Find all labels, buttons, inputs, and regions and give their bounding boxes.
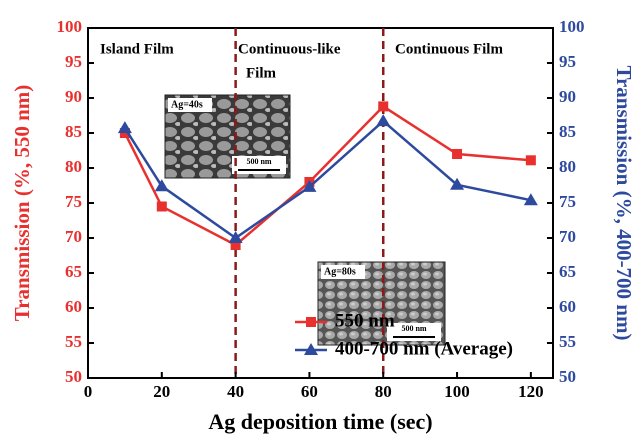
data-point bbox=[376, 114, 391, 127]
y2-tick-label: 100 bbox=[559, 17, 585, 36]
x-tick-label: 60 bbox=[301, 382, 318, 401]
y2-tick-label: 65 bbox=[559, 262, 576, 281]
region-label: Continuous Film bbox=[395, 41, 503, 57]
legend-label: 550 nm bbox=[335, 310, 395, 331]
region-label: Film bbox=[246, 65, 276, 81]
y2-tick-label: 85 bbox=[559, 122, 576, 141]
y2-tick-label: 70 bbox=[559, 227, 576, 246]
data-point bbox=[378, 101, 389, 112]
inset-label: Ag=80s bbox=[324, 266, 356, 277]
region-label: Continuous-like bbox=[238, 41, 341, 57]
data-point bbox=[230, 240, 241, 250]
y-tick-label: 90 bbox=[65, 87, 82, 106]
legend-marker bbox=[304, 343, 318, 355]
y2-tick-label: 90 bbox=[559, 87, 576, 106]
y2-tick-label: 95 bbox=[559, 52, 576, 71]
inset-label: Ag=40s bbox=[171, 99, 203, 110]
y-tick-label: 75 bbox=[65, 192, 82, 211]
y2-tick-label: 50 bbox=[559, 367, 576, 386]
y2-tick-label: 55 bbox=[559, 332, 576, 351]
y-tick-label: 85 bbox=[65, 122, 82, 141]
y2-tick-label: 80 bbox=[559, 157, 576, 176]
data-point bbox=[154, 179, 169, 192]
inset-label-box bbox=[321, 265, 365, 279]
y2-axis-label: Transmission (%, 400-700 nm) bbox=[612, 66, 636, 341]
y-tick-label: 50 bbox=[65, 367, 82, 386]
x-tick-label: 40 bbox=[227, 382, 244, 401]
y2-tick-label: 60 bbox=[559, 297, 576, 316]
x-tick-label: 120 bbox=[518, 382, 544, 401]
data-point bbox=[302, 179, 317, 192]
y-tick-label: 95 bbox=[65, 52, 82, 71]
y-tick-label: 65 bbox=[65, 262, 82, 281]
x-tick-label: 20 bbox=[153, 382, 170, 401]
x-axis-label: Ag deposition time (sec) bbox=[208, 409, 432, 434]
inset-label-box bbox=[168, 98, 212, 112]
y-axis-label: Transmission (%, 550 nm) bbox=[10, 85, 34, 321]
legend-marker bbox=[306, 317, 316, 327]
y-tick-label: 55 bbox=[65, 332, 82, 351]
data-point bbox=[228, 231, 243, 243]
y-tick-label: 80 bbox=[65, 157, 82, 176]
x-tick-label: 0 bbox=[84, 382, 93, 401]
x-tick-label: 100 bbox=[444, 382, 470, 401]
y-tick-label: 60 bbox=[65, 297, 82, 316]
region-label: Island Film bbox=[100, 41, 174, 57]
x-tick-label: 80 bbox=[375, 382, 392, 401]
y-tick-label: 70 bbox=[65, 227, 82, 246]
data-point bbox=[525, 155, 536, 166]
scale-label: 500 nm bbox=[246, 157, 271, 166]
data-point bbox=[117, 121, 132, 134]
y-tick-label: 100 bbox=[57, 17, 83, 36]
scale-label: 500 nm bbox=[401, 324, 426, 333]
legend-label: 400-700 nm (Average) bbox=[335, 338, 513, 359]
y2-tick-label: 75 bbox=[559, 192, 576, 211]
data-point bbox=[156, 201, 167, 212]
data-point bbox=[450, 177, 465, 190]
data-point bbox=[523, 193, 538, 206]
data-point bbox=[452, 149, 463, 159]
